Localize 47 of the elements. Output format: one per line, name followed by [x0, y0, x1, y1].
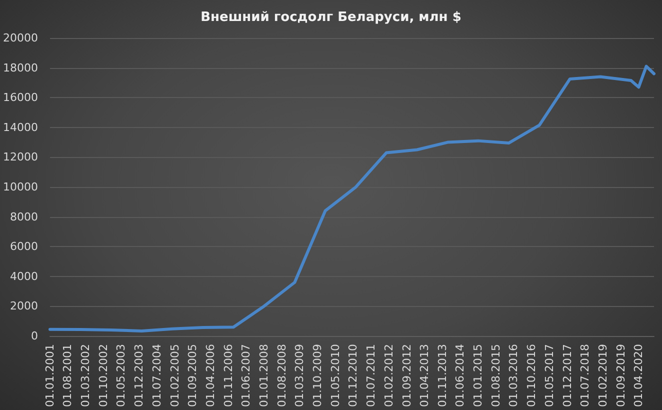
y-tick-label: 0 [30, 330, 38, 343]
x-tick-label: 01.01.2015 [472, 344, 485, 408]
x-tick-label: 01.05.2017 [542, 344, 556, 408]
x-tick-label: 01.10.2016 [525, 344, 538, 408]
x-tick-label: 01.03.2016 [507, 344, 520, 408]
y-tick-label: 10000 [2, 180, 38, 194]
x-tick-label: 01.04.2013 [418, 344, 432, 408]
x-tick-label: 01.11.2006 [222, 344, 235, 408]
x-tick-label: 01.07.2004 [150, 344, 164, 408]
x-tick-label: 01.02.2012 [382, 344, 396, 408]
x-tick-label: 01.01.2008 [258, 344, 271, 408]
x-tick-label: 01.10.2002 [96, 344, 110, 408]
x-tick-label: 01.04.2020 [632, 344, 646, 408]
x-tick-label: 01.07.2011 [364, 344, 378, 408]
x-tick-label: 01.09.2005 [186, 344, 200, 408]
x-tick-label: 01.03.2002 [79, 344, 92, 408]
y-tick-label: 16000 [2, 91, 38, 104]
y-tick-label: 18000 [2, 61, 38, 74]
y-tick-label: 4000 [10, 270, 38, 283]
x-tick-label: 01.12.2003 [132, 344, 146, 408]
x-tick-label: 01.11.2013 [436, 344, 449, 408]
y-tick-label: 2000 [10, 300, 38, 313]
x-tick-label: 01.06.2014 [454, 344, 467, 408]
x-tick-label: 01.12.2017 [560, 344, 574, 408]
x-tick-label: 01.01.2001 [43, 344, 56, 408]
x-tick-label: 01.07.2018 [578, 344, 592, 408]
x-tick-label: 01.03.2009 [293, 344, 306, 408]
y-tick-label: 6000 [10, 240, 38, 254]
x-tick-label: 01.10.2009 [311, 344, 324, 408]
x-tick-label: 01.08.2008 [275, 344, 288, 408]
x-tick-label: 01.12.2010 [346, 344, 360, 408]
x-tick-label: 01.06.2007 [240, 344, 253, 408]
x-tick-label: 01.08.2001 [61, 344, 74, 408]
x-tick-label: 01.08.2015 [489, 344, 502, 408]
y-tick-label: 12000 [2, 150, 38, 164]
line-series [48, 64, 656, 332]
x-tick-label: 01.09.2012 [400, 344, 414, 408]
x-tick-label: 01.02.2005 [168, 344, 182, 408]
x-tick-label: 01.05.2003 [114, 344, 128, 408]
x-tick-label: 01.09.2019 [614, 344, 628, 408]
x-tick-label: 01.05.2010 [328, 344, 342, 408]
y-tick-label: 20000 [2, 32, 38, 44]
chart-title: Внешний госдолг Беларуси, млн $ [200, 10, 462, 25]
x-tick-label: 01.02.2019 [596, 344, 610, 408]
y-tick-label: 14000 [2, 120, 38, 134]
y-tick-label: 8000 [10, 210, 38, 224]
x-tick-label: 01.04.2006 [204, 344, 217, 408]
